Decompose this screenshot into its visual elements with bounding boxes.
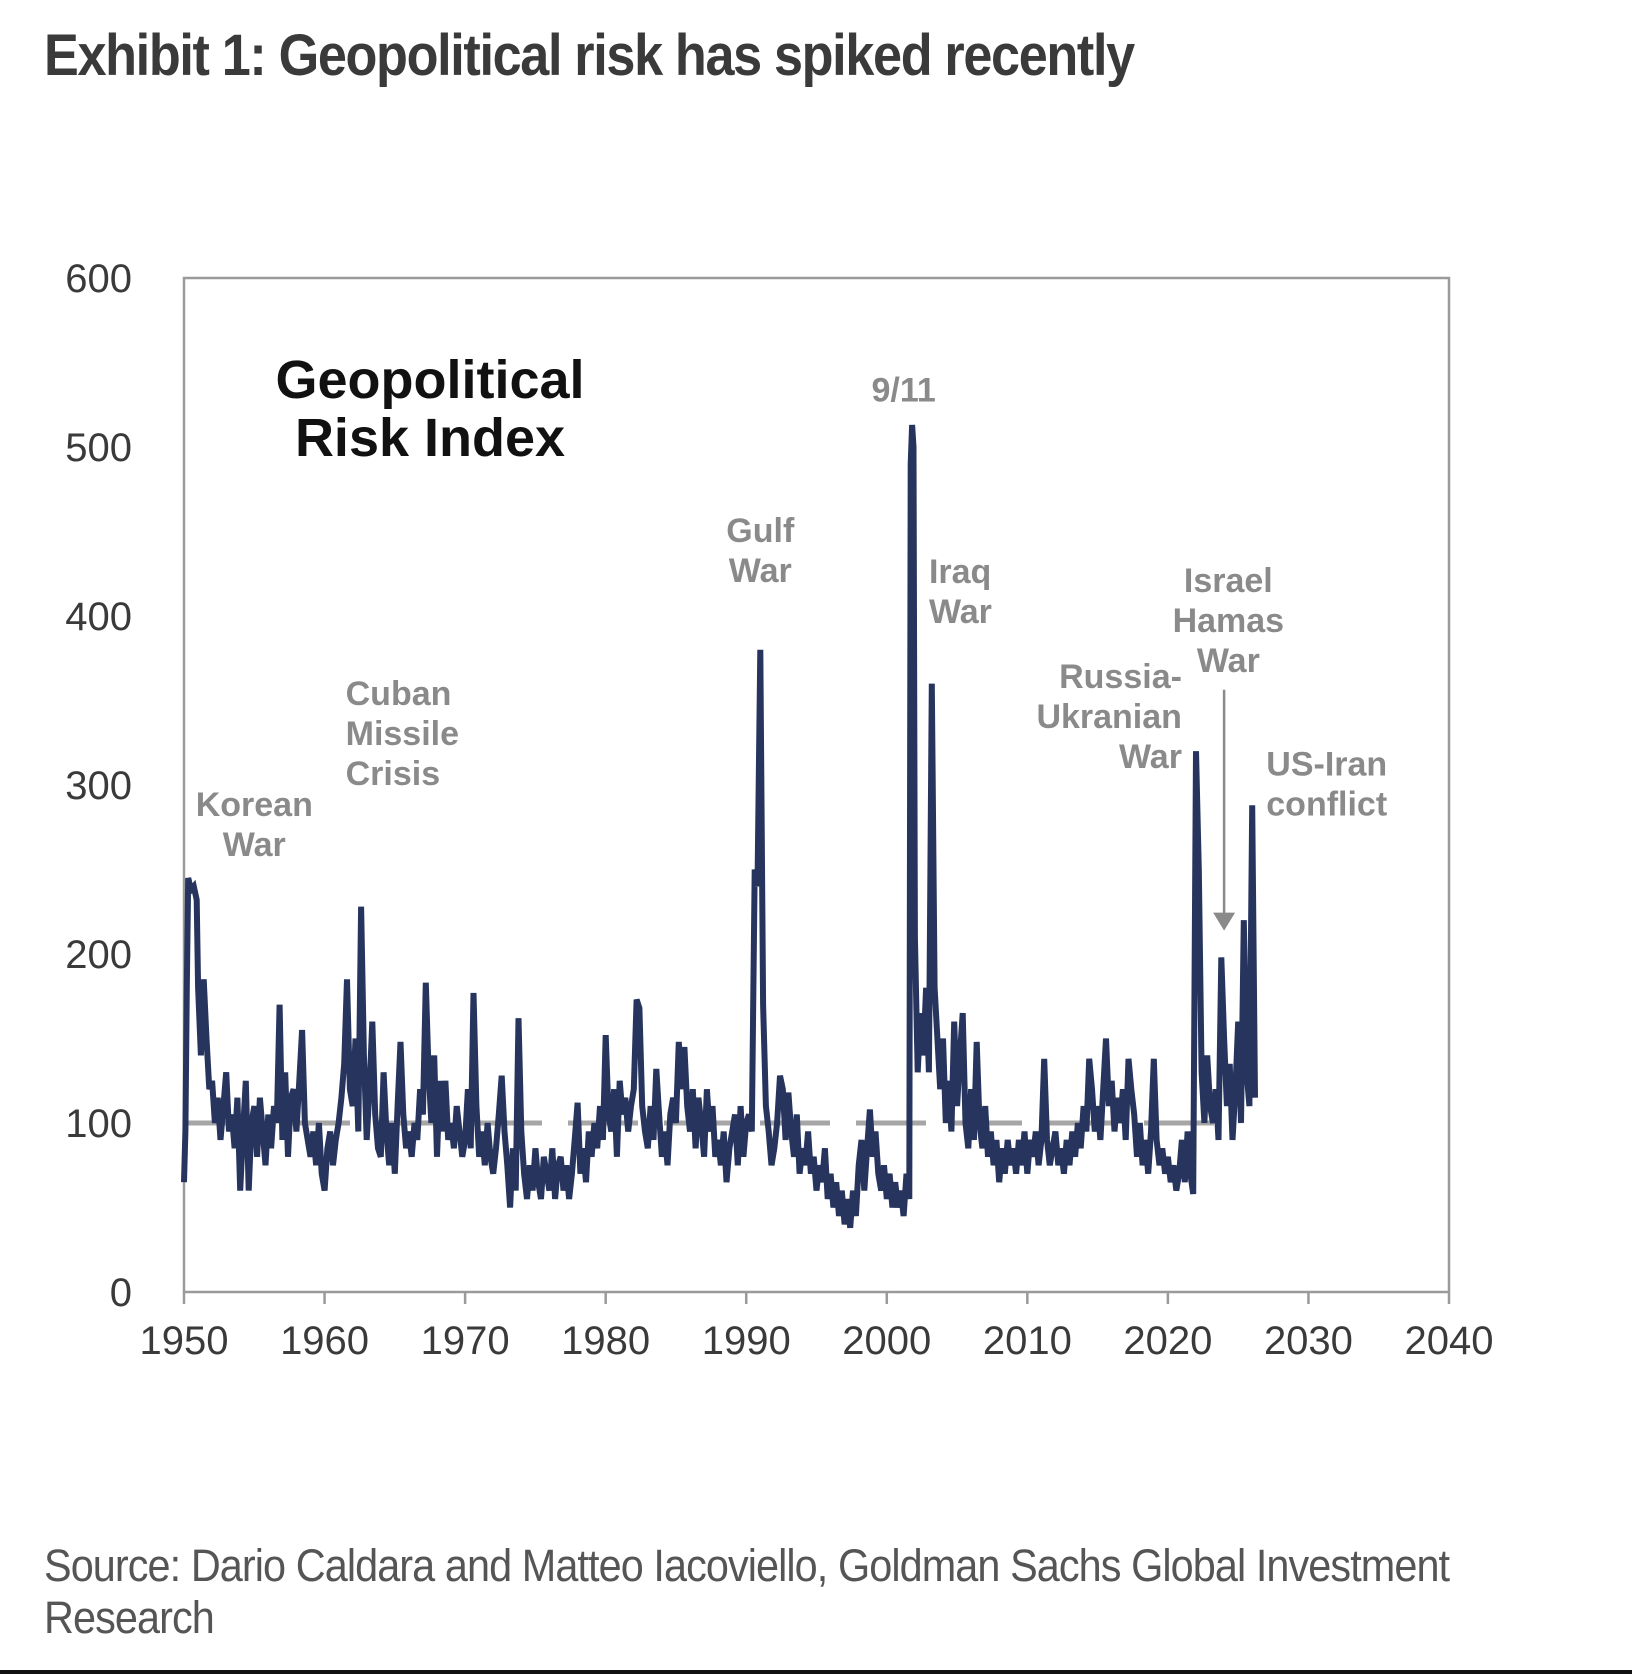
x-tick-label: 1950 (140, 1319, 229, 1363)
y-tick-label: 0 (110, 1271, 132, 1315)
x-axis-tick-marks (182, 1292, 1451, 1304)
annotation-label: Ukranian (1036, 698, 1182, 736)
bottom-rule (0, 1670, 1632, 1674)
x-tick-label: 2010 (983, 1319, 1072, 1363)
x-tick-label: 2000 (842, 1319, 931, 1363)
x-axis-tick-labels: 1950 1960 1970 1980 1990 2000 2010 2020 2030 2040 (140, 1319, 1494, 1363)
x-tick-label: 2040 (1405, 1319, 1494, 1363)
annotation-label: Cuban (346, 675, 452, 713)
annotation-label: Hamas (1173, 602, 1285, 640)
annotation-label: Iraq (929, 553, 991, 591)
annotation-label: War (729, 552, 792, 590)
annotation-label: Crisis (346, 755, 441, 793)
annotation-label: War (1197, 642, 1260, 680)
annotation-label: conflict (1266, 785, 1387, 823)
event-annotations: KoreanWarCubanMissileCrisisGulfWar9/11Ir… (196, 371, 1387, 931)
y-tick-label: 500 (65, 426, 132, 470)
chart-inset-title-line-2: Risk Index (295, 408, 565, 468)
annotation-label: US-Iran (1266, 745, 1387, 783)
y-tick-label: 300 (65, 764, 132, 808)
annotation-label: Missile (346, 715, 459, 753)
x-tick-label: 1960 (280, 1319, 369, 1363)
x-tick-label: 2030 (1264, 1319, 1353, 1363)
annotation-label: Korean (196, 786, 313, 824)
y-tick-label: 400 (65, 595, 132, 639)
series-line-geopolitical-risk-index (181, 424, 1258, 1229)
y-tick-label: 600 (65, 257, 132, 301)
annotation-label: 9/11 (871, 371, 935, 409)
x-tick-label: 1980 (561, 1319, 650, 1363)
x-tick-label: 2020 (1123, 1319, 1212, 1363)
x-tick-label: 1990 (702, 1319, 791, 1363)
annotation-label: War (223, 826, 286, 864)
x-tick-label: 1970 (421, 1319, 510, 1363)
annotation-label: Israel (1184, 562, 1273, 600)
annotation-911: 9/11 (871, 371, 935, 409)
arrow-head-icon (1213, 912, 1236, 931)
y-tick-label: 100 (65, 1102, 132, 1146)
y-tick-label: 200 (65, 933, 132, 977)
y-axis-tick-labels: 0 100 200 300 400 500 600 (65, 257, 132, 1315)
source-note: Source: Dario Caldara and Matteo Iacovie… (44, 1540, 1450, 1643)
annotation-label: Gulf (726, 512, 795, 550)
plot-frame (182, 276, 1451, 1294)
exhibit-title: Exhibit 1: Geopolitical risk has spiked … (44, 23, 1135, 88)
chart: 0 100 200 300 400 500 600 1950 1960 1970 1980 1990… (65, 257, 1494, 1363)
chart-inset-title-line-1: Geopolitical (275, 350, 584, 410)
annotation-label: War (929, 593, 992, 631)
annotation-label: War (1119, 738, 1182, 776)
annotation-label: Russia- (1059, 658, 1182, 696)
